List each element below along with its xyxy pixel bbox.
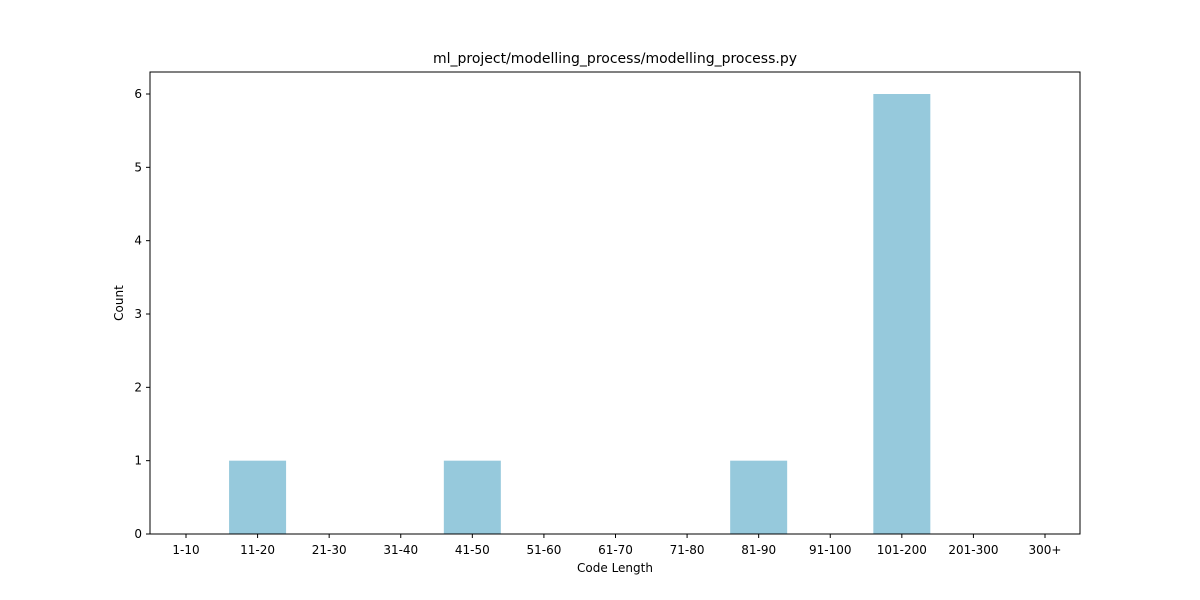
bar-101-200 (873, 94, 931, 534)
y-tick-label: 2 (134, 380, 142, 394)
bar-41-50 (443, 460, 501, 534)
x-tick-label: 11-20 (240, 543, 275, 557)
x-tick-label: 31-40 (383, 543, 418, 557)
x-tick-label: 81-90 (741, 543, 776, 557)
bars-layer (229, 94, 931, 534)
x-tick-label: 101-200 (877, 543, 927, 557)
x-axis-label: Code Length (577, 561, 653, 575)
x-tick-label: 41-50 (455, 543, 490, 557)
y-tick-label: 0 (134, 527, 142, 541)
y-axis: 0 1 2 3 4 5 6 (134, 87, 150, 541)
x-tick-label: 51-60 (526, 543, 561, 557)
plot-frame (149, 71, 1081, 535)
y-tick-label: 3 (134, 307, 142, 321)
x-axis: 1-10 11-20 21-30 31-40 41-50 51-60 61-70 71-80 8… (172, 534, 1061, 557)
y-axis-label: Count (112, 285, 126, 321)
x-tick-label: 91-100 (809, 543, 852, 557)
x-tick-label: 71-80 (670, 543, 705, 557)
y-tick-label: 4 (134, 234, 142, 248)
bar-11-20 (229, 460, 287, 534)
chart-title: ml_project/modelling_process/modelling_p… (433, 51, 797, 67)
x-tick-label: 61-70 (598, 543, 633, 557)
x-tick-label: 300+ (1029, 543, 1062, 557)
y-tick-label: 1 (134, 454, 142, 468)
y-tick-label: 6 (134, 87, 142, 101)
x-tick-label: 21-30 (312, 543, 347, 557)
x-tick-label: 1-10 (172, 543, 199, 557)
y-tick-label: 5 (134, 160, 142, 174)
x-tick-label: 201-300 (948, 543, 998, 557)
bar-81-90 (730, 460, 788, 534)
